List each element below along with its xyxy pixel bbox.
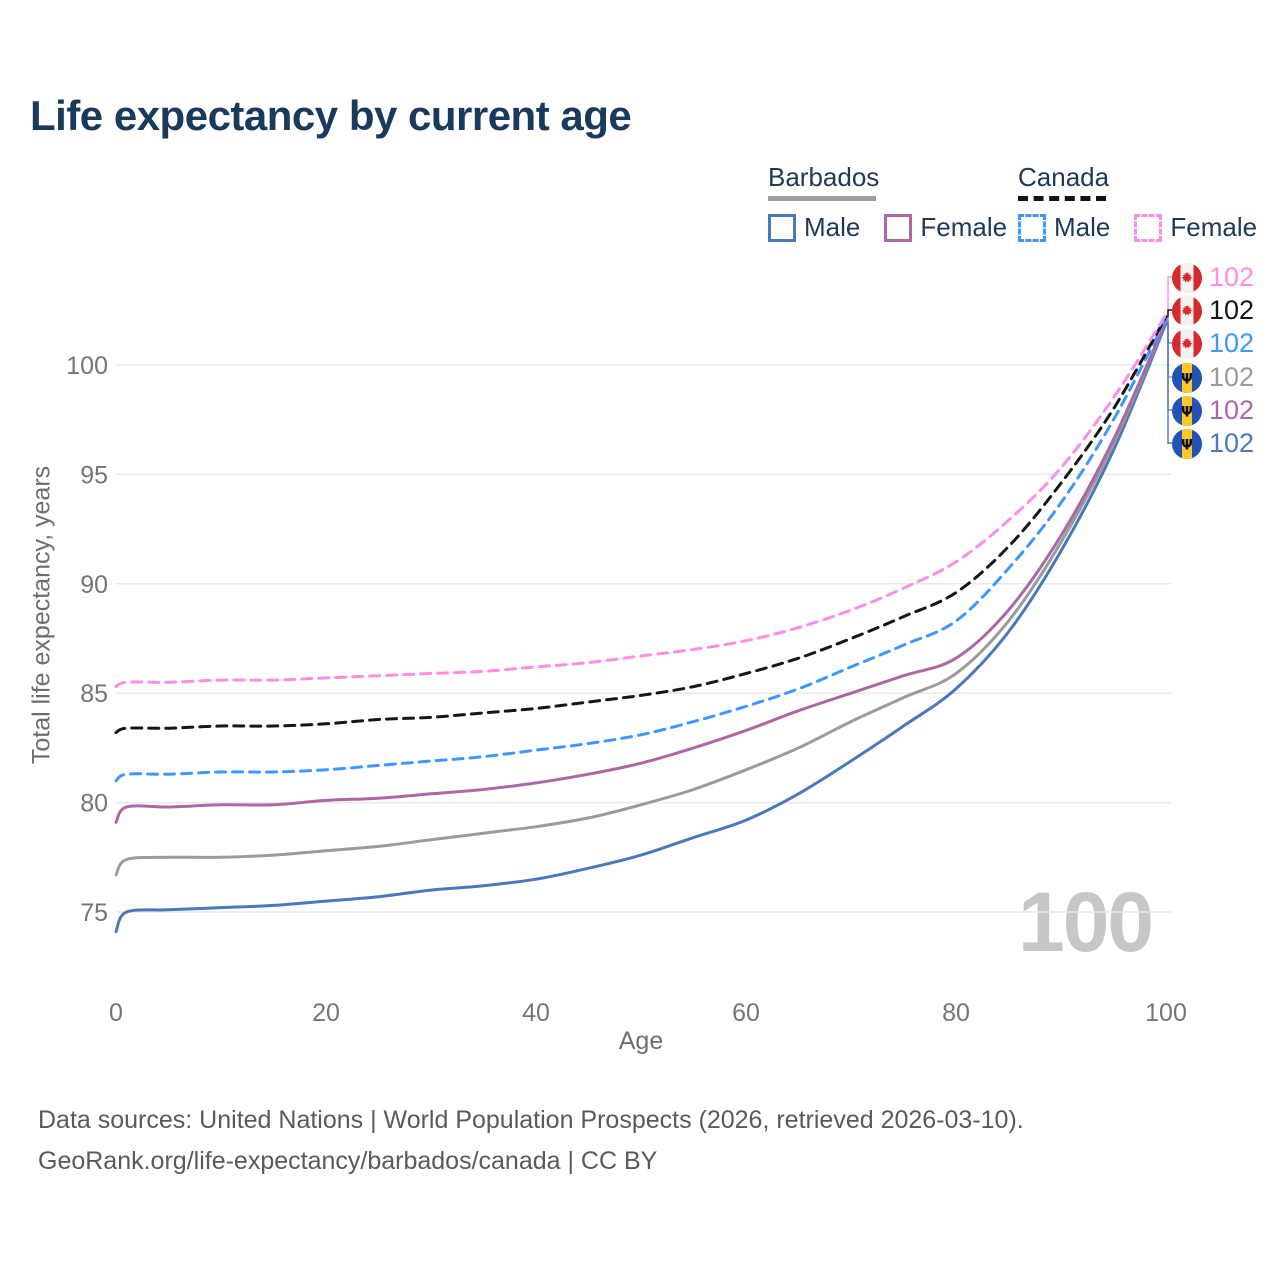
series-line-canada_male — [114, 317, 1168, 783]
legend-label: Male — [804, 212, 861, 242]
barbados-male-swatch-icon — [768, 213, 796, 242]
end-label-barbados_male: Ψ 102 — [1172, 428, 1254, 459]
footer-data-sources: Data sources: United Nations | World Pop… — [38, 1106, 1024, 1134]
canada-flag-icon — [1172, 328, 1202, 359]
y-tick-label: 85 — [80, 680, 108, 708]
legend-group-canada: Canada Male Female — [1018, 163, 1257, 243]
leader-line — [1166, 309, 1172, 318]
legend-item-canada-female[interactable]: Female — [1134, 212, 1257, 243]
canada-male-swatch-icon — [1018, 213, 1046, 242]
footer-attribution: GeoRank.org/life-expectancy/barbados/can… — [38, 1147, 658, 1175]
x-tick-label: 100 — [1145, 999, 1187, 1027]
series-line-canada_both — [114, 315, 1168, 735]
series-line-barbados_female — [114, 319, 1168, 824]
end-value: 102 — [1209, 262, 1255, 292]
x-tick-label: 0 — [109, 999, 123, 1027]
legend-item-barbados-male[interactable]: Male — [768, 212, 860, 243]
svg-text:Ψ: Ψ — [1181, 437, 1193, 453]
barbados-flag-icon: Ψ — [1172, 395, 1202, 426]
canada-dashed-line-key — [1018, 196, 1106, 201]
legend-group-barbados: Barbados Male Female — [768, 163, 1007, 243]
svg-text:Ψ: Ψ — [1181, 371, 1193, 387]
canada-female-swatch-icon — [1134, 213, 1163, 242]
end-value: 102 — [1209, 295, 1255, 325]
end-label-canada_female: 102 — [1172, 262, 1254, 293]
end-label-canada_male: 102 — [1172, 328, 1254, 359]
canada-flag-icon — [1172, 295, 1202, 326]
end-value: 102 — [1209, 395, 1255, 425]
y-tick-label: 80 — [80, 790, 108, 818]
legend-label: Female — [920, 212, 1008, 242]
end-label-canada_both: 102 — [1172, 295, 1254, 326]
y-tick-label: 100 — [66, 352, 108, 380]
y-axis-label: Total life expectancy, years — [27, 465, 56, 765]
legend-label: Female — [1170, 212, 1258, 242]
end-value: 102 — [1209, 362, 1255, 392]
page-title: Life expectancy by current age — [30, 92, 632, 139]
y-tick-label: 90 — [80, 571, 108, 599]
barbados-flag-icon: Ψ — [1172, 362, 1202, 393]
barbados-female-swatch-icon — [884, 213, 913, 242]
barbados-flag-icon: Ψ — [1172, 428, 1202, 459]
end-value: 102 — [1209, 328, 1255, 358]
end-value: 102 — [1209, 428, 1255, 458]
series-line-barbados_male — [114, 321, 1168, 934]
x-tick-label: 80 — [942, 999, 970, 1027]
y-tick-label: 75 — [80, 899, 108, 927]
legend-label: Male — [1054, 212, 1111, 242]
x-tick-label: 20 — [312, 999, 340, 1027]
end-label-barbados_both: Ψ 102 — [1172, 362, 1254, 393]
series-line-barbados_both — [114, 319, 1168, 877]
canada-flag-icon — [1172, 262, 1202, 293]
svg-text:Ψ: Ψ — [1181, 404, 1193, 420]
x-axis-label: Age — [618, 1027, 664, 1055]
y-tick-label: 95 — [80, 461, 108, 489]
x-tick-label: 60 — [732, 999, 760, 1027]
x-tick-label: 40 — [522, 999, 550, 1027]
leader-line — [1166, 276, 1172, 316]
legend-item-canada-male[interactable]: Male — [1018, 212, 1110, 243]
end-label-barbados_female: Ψ 102 — [1172, 395, 1254, 426]
legend-country-barbados: Barbados — [768, 162, 880, 192]
legend-country-canada: Canada — [1018, 162, 1110, 192]
barbados-solid-line-key — [768, 196, 876, 201]
legend-item-barbados-female[interactable]: Female — [884, 212, 1007, 243]
current-age-watermark: 100 — [1018, 875, 1154, 969]
leader-line — [1166, 322, 1172, 444]
series-line-canada_female — [114, 313, 1168, 689]
